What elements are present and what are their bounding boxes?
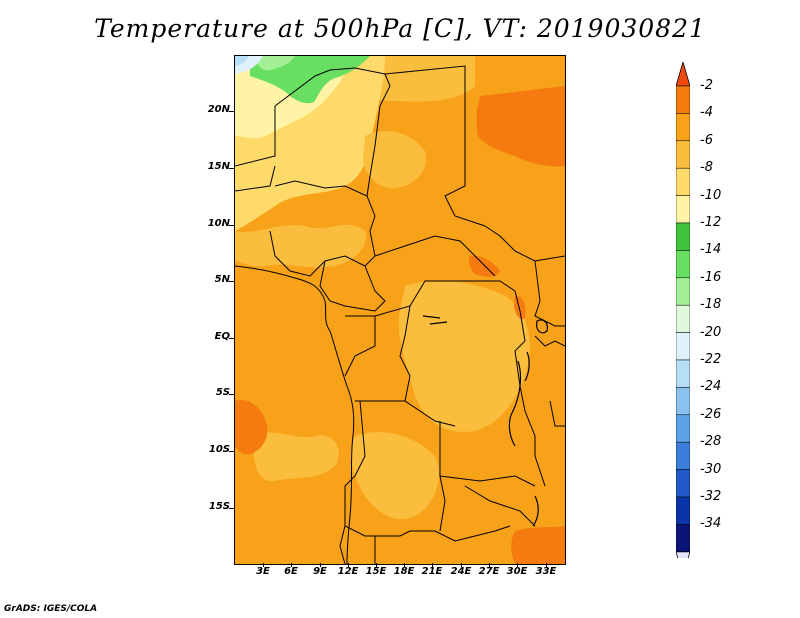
y-tick-mark — [229, 168, 234, 169]
y-tick-label: 15N — [207, 161, 230, 172]
field-minus16-north — [255, 56, 295, 71]
colorbar-cell — [676, 113, 690, 142]
colorbar-cell — [676, 414, 690, 443]
y-tick-mark — [229, 225, 234, 226]
lakes — [422, 315, 548, 527]
field-minus4-lake — [514, 295, 526, 320]
x-tick-mark — [263, 563, 264, 567]
field-minus8-centre — [398, 280, 530, 432]
x-tick-mark — [348, 563, 349, 567]
x-tick-label: 24E — [450, 566, 472, 577]
y-tick-mark — [229, 281, 234, 282]
colorbar-cell — [676, 496, 690, 525]
y-tick-label: 5N — [214, 274, 230, 285]
x-tick-label: 27E — [478, 566, 500, 577]
field-minus4-sw — [235, 400, 268, 455]
colorbar-cell — [676, 85, 690, 114]
x-tick-mark — [461, 563, 462, 567]
field-minus4-se — [511, 526, 565, 564]
colorbar-label: -20 — [700, 324, 722, 340]
field-minus8-southwest — [253, 432, 339, 482]
colorbar-cell — [676, 140, 690, 169]
y-tick-mark — [229, 111, 234, 112]
y-tick-label: EQ — [214, 331, 230, 342]
colorbar-label: -34 — [700, 516, 722, 532]
colorbar-cell — [676, 167, 690, 196]
field-minus4-centre — [468, 255, 500, 277]
colorbar-label: -6 — [700, 132, 713, 148]
y-tick-label: 10N — [207, 218, 230, 229]
y-tick-mark — [229, 394, 234, 395]
y-tick-mark — [229, 508, 234, 509]
colorbar-label: -24 — [700, 379, 722, 395]
colorbar-label: -32 — [700, 489, 722, 504]
colorbar-label: -12 — [700, 215, 722, 230]
colorbar-cell — [676, 195, 690, 224]
colorbar-label: -16 — [700, 269, 722, 285]
x-tick-label: 3E — [256, 566, 270, 577]
y-tick-mark — [229, 338, 234, 339]
x-tick-mark — [291, 563, 292, 567]
field-cold-corner2 — [235, 56, 249, 66]
x-tick-mark — [546, 563, 547, 567]
colorbar-cell — [676, 304, 690, 333]
colorbar-label: -22 — [700, 352, 722, 367]
country-borders — [235, 65, 565, 564]
x-tick-label: 30E — [506, 566, 528, 577]
y-tick-label: 10S — [208, 444, 230, 455]
coastline — [235, 265, 355, 564]
colorbar-label: -26 — [700, 406, 722, 422]
x-tick-mark — [489, 563, 490, 567]
colorbar-label: -28 — [700, 434, 722, 450]
x-tick-mark — [376, 563, 377, 567]
x-tick-label: 21E — [421, 566, 443, 577]
colorbar-bottom-triangle — [676, 551, 690, 558]
colorbar-label: -2 — [700, 78, 713, 93]
colorbar-cell — [676, 359, 690, 388]
x-tick-label: 18E — [393, 566, 415, 577]
x-tick-mark — [320, 563, 321, 567]
colorbar-cell — [676, 387, 690, 416]
x-tick-mark — [432, 563, 433, 567]
colorbar-label: -10 — [700, 187, 722, 203]
x-tick-mark — [517, 563, 518, 567]
y-tick-label: 20N — [207, 104, 230, 115]
field-minus8-east — [363, 131, 426, 189]
colorbar-cell — [676, 277, 690, 306]
y-tick-label: 5S — [215, 387, 230, 398]
x-tick-label: 6E — [284, 566, 298, 577]
y-tick-label: 15S — [208, 501, 230, 512]
y-tick-mark — [229, 451, 234, 452]
colorbar-cell — [676, 250, 690, 279]
colorbar-cell — [676, 332, 690, 361]
colorbar-cell — [676, 441, 690, 470]
colorbar — [676, 62, 690, 558]
colorbar-cell — [676, 524, 690, 553]
field-minus8-south — [350, 432, 439, 520]
x-tick-label: 33E — [535, 566, 557, 577]
map-title: Temperature at 500hPa [C], VT: 201903082… — [94, 14, 706, 43]
colorbar-label: -8 — [700, 160, 713, 176]
colorbar-label: -4 — [700, 105, 713, 121]
colorbar-label: -30 — [700, 461, 722, 477]
x-tick-mark — [404, 563, 405, 567]
grads-credit: GrADS: IGES/COLA — [4, 604, 98, 614]
colorbar-cell — [676, 469, 690, 498]
map-plot-area — [234, 55, 566, 565]
field-minus8-west — [235, 224, 366, 268]
colorbar-label: -18 — [700, 297, 722, 313]
x-tick-label: 12E — [337, 566, 359, 577]
field-minus4-northeast — [476, 86, 565, 167]
x-tick-label: 15E — [365, 566, 387, 577]
colorbar-label: -14 — [700, 242, 722, 258]
colorbar-top-triangle — [676, 62, 690, 87]
x-tick-label: 9E — [313, 566, 327, 577]
colorbar-cell — [676, 222, 690, 251]
